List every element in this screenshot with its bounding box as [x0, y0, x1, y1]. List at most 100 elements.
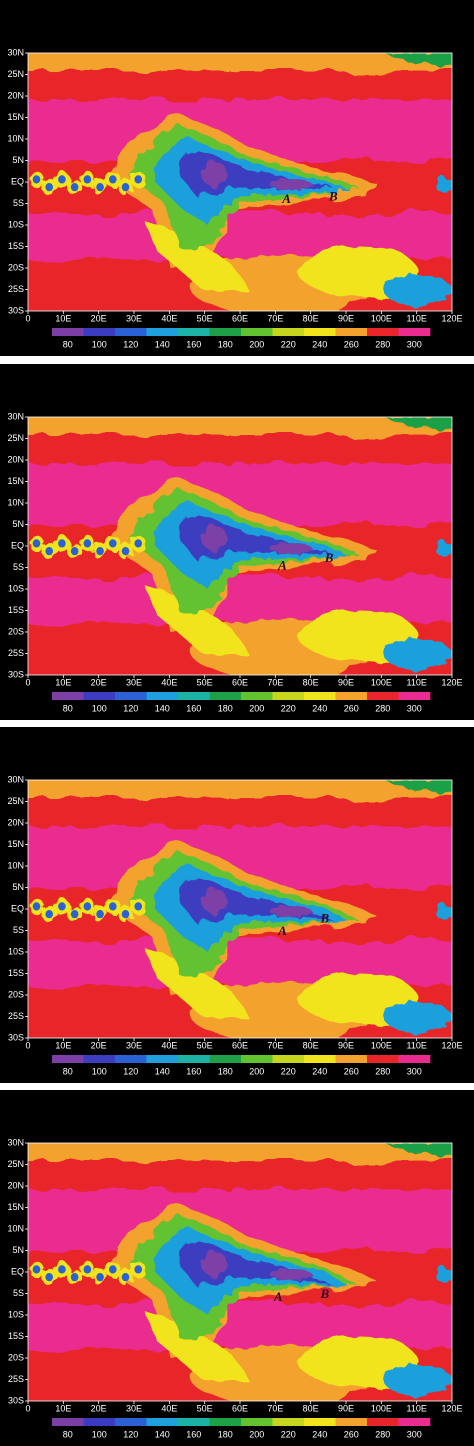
colorbar-label: 140 — [155, 703, 170, 713]
field-region — [134, 902, 143, 911]
colorbar-label: 80 — [63, 1429, 73, 1439]
field-region — [121, 547, 130, 556]
field-region — [83, 1265, 92, 1274]
y-tick-label: EQ — [11, 540, 24, 550]
field-region — [70, 1273, 79, 1282]
colorbar-label: 80 — [63, 339, 73, 349]
field-region — [58, 902, 66, 911]
colorbar-swatch — [304, 328, 336, 336]
field-region — [269, 179, 313, 190]
colorbar-swatch — [398, 1055, 431, 1063]
colorbar-label: 120 — [123, 1066, 138, 1076]
colorbar-swatch — [367, 328, 399, 336]
colorbar-swatch — [367, 1055, 399, 1063]
y-tick-label: 25N — [7, 1159, 24, 1169]
field-region — [28, 53, 452, 77]
x-tick-label: 20E — [91, 313, 107, 323]
y-tick-label: EQ — [11, 176, 24, 186]
colorbar-label: 140 — [155, 1066, 170, 1076]
colorbar-swatch — [272, 692, 305, 700]
field-region — [28, 435, 452, 464]
colorbar-swatch — [241, 1418, 273, 1426]
colorbar-label: 260 — [344, 703, 359, 713]
colorbar-label: 140 — [155, 339, 170, 349]
field-region — [108, 539, 117, 548]
colorbar-swatch — [178, 1418, 210, 1426]
field-region — [58, 1265, 66, 1274]
x-tick-label: 10E — [55, 1040, 71, 1050]
field-region — [435, 1266, 452, 1283]
colorbar-swatch — [52, 328, 84, 336]
colorbar-swatch — [115, 692, 147, 700]
y-tick-label: 20N — [7, 817, 24, 827]
x-tick-label: 110E — [406, 1040, 426, 1050]
colorbar-label: 240 — [312, 339, 327, 349]
colorbar-label: 240 — [312, 1429, 327, 1439]
x-tick-label: 30E — [126, 313, 142, 323]
field-region — [32, 175, 41, 184]
colorbar-swatch — [83, 1418, 116, 1426]
y-tick-label: 5S — [13, 925, 24, 935]
colorbar-label: 220 — [281, 703, 296, 713]
colorbar-label: 160 — [186, 703, 201, 713]
x-tick-label: 40E — [161, 1040, 177, 1050]
field-region — [146, 1313, 249, 1381]
x-tick-label: 30E — [126, 677, 142, 687]
x-tick-label: 10E — [55, 677, 71, 687]
y-tick-label: 20S — [8, 989, 24, 999]
x-tick-label: 90E — [338, 677, 354, 687]
colorbar-label: 300 — [407, 1066, 422, 1076]
field-region — [58, 175, 66, 184]
field-region — [28, 798, 452, 827]
colorbar-label: 300 — [407, 339, 422, 349]
field-region — [384, 274, 452, 306]
y-tick-label: 20N — [7, 90, 24, 100]
x-tick-label: 60E — [232, 1040, 248, 1050]
colorbar-label: 200 — [249, 339, 264, 349]
field-region — [435, 176, 452, 193]
y-tick-label: 20S — [8, 626, 24, 636]
y-tick-label: 15N — [7, 112, 24, 122]
field-region — [146, 950, 249, 1018]
colorbar-label: 140 — [155, 1429, 170, 1439]
field-region — [96, 1273, 104, 1282]
x-tick-label: 40E — [161, 313, 177, 323]
colorbar-swatch — [83, 328, 116, 336]
y-tick-label: 30S — [8, 669, 24, 679]
field-region — [146, 587, 249, 655]
x-tick-label: 120E — [441, 313, 462, 323]
field-region — [384, 1001, 452, 1033]
y-tick-label: 10S — [8, 1309, 24, 1319]
colorbar-label: 160 — [186, 1066, 201, 1076]
field-region — [28, 417, 452, 441]
colorbar-swatch — [398, 328, 431, 336]
colorbar-swatch — [178, 328, 210, 336]
colorbar-label: 80 — [63, 1066, 73, 1076]
field-region — [201, 1251, 228, 1278]
colorbar-swatch — [209, 1418, 242, 1426]
colorbar-swatch — [272, 328, 305, 336]
y-tick-label: 10N — [7, 1223, 24, 1233]
field-region — [96, 183, 104, 192]
field-region — [201, 888, 228, 915]
x-tick-label: 90E — [338, 1403, 354, 1413]
y-tick-label: 20N — [7, 1180, 24, 1190]
field-region — [384, 1143, 452, 1157]
x-tick-label: 50E — [197, 677, 213, 687]
colorbar-swatch — [178, 1055, 210, 1063]
field-region — [121, 183, 130, 192]
y-tick-label: 5S — [13, 1288, 24, 1298]
colorbar-swatch — [304, 1055, 336, 1063]
field-region — [384, 780, 452, 794]
x-tick-label: 60E — [232, 1403, 248, 1413]
annotation: A — [277, 923, 287, 938]
colorbar-swatch — [367, 1418, 399, 1426]
field-region — [45, 547, 54, 556]
field-region — [134, 539, 143, 548]
field-region — [108, 902, 117, 911]
field-region — [28, 1161, 452, 1190]
map-field — [28, 53, 452, 311]
